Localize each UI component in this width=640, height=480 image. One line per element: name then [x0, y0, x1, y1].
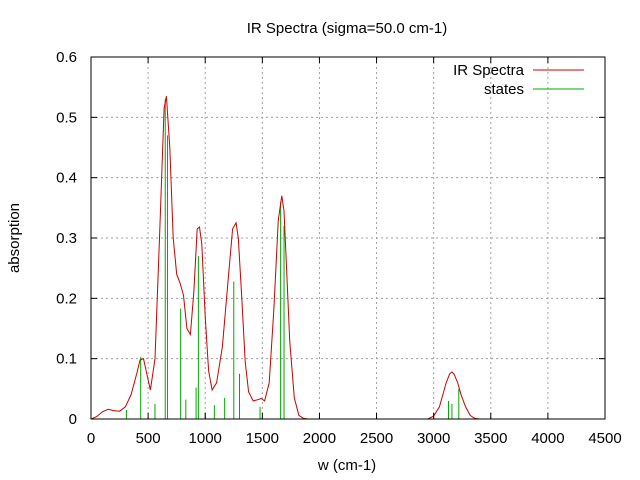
x-tick-label: 500 [136, 430, 161, 447]
y-tick-label: 0.2 [56, 290, 77, 307]
x-tick-label: 4500 [588, 430, 621, 447]
x-tick-label: 4000 [531, 430, 564, 447]
y-tick-label: 0.3 [56, 230, 77, 247]
x-tick-label: 3000 [417, 430, 450, 447]
legend-label-ir-spectra: IR Spectra [453, 62, 525, 79]
y-tick-label: 0.5 [56, 109, 77, 126]
legend-label-states: states [484, 81, 524, 98]
y-tick-label: 0.1 [56, 351, 77, 368]
states-impulses [125, 99, 460, 419]
x-tick-label: 3500 [474, 430, 507, 447]
y-tick-label: 0.4 [56, 170, 77, 187]
ir-spectra-line [90, 96, 605, 420]
x-tick-label: 1000 [189, 430, 222, 447]
x-axis-label: w (cm-1) [317, 457, 376, 474]
y-tick-label: 0.6 [56, 49, 77, 66]
y-tick-label: 0 [69, 411, 77, 428]
legend: IR Spectra states [453, 62, 584, 98]
chart-title: IR Spectra (sigma=50.0 cm-1) [247, 20, 448, 37]
axis-ticks: 0 500 1000 1500 2000 2500 3000 3500 4000 4500 0 0.1… [56, 49, 622, 447]
x-tick-label: 2500 [360, 430, 393, 447]
x-tick-label: 0 [87, 430, 95, 447]
x-tick-label: 2000 [303, 430, 336, 447]
x-tick-label: 1500 [246, 430, 279, 447]
y-axis-label: absorption [6, 203, 23, 273]
grid [91, 57, 605, 419]
